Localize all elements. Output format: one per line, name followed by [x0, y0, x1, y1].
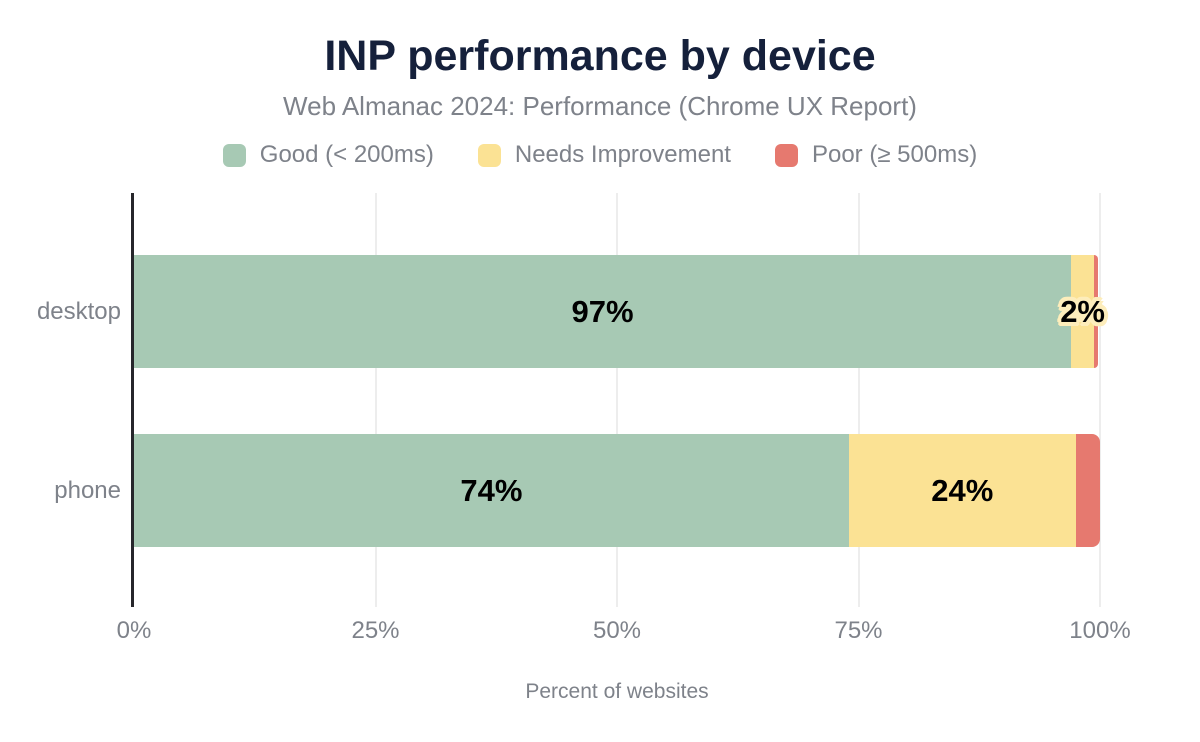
x-tick-label: 0%	[116, 617, 152, 644]
y-axis-line	[131, 193, 134, 607]
bar-row-desktop: 97% 2%	[134, 255, 1105, 368]
x-axis-title: Percent of websites	[525, 680, 709, 703]
page-title: INP performance by device	[324, 32, 876, 80]
y-axis-label: phone	[54, 476, 121, 504]
x-tick-label: 50%	[592, 617, 642, 644]
bar-value-label: 97%	[571, 293, 634, 329]
chart-subtitle: Web Almanac 2024: Performance (Chrome UX…	[283, 91, 917, 121]
bar-segment[interactable]: 74%	[134, 434, 849, 547]
bar-segment[interactable]	[1094, 255, 1099, 368]
x-tick-label: 25%	[351, 617, 400, 644]
gridline	[857, 193, 860, 607]
bar-value-label: 2%	[1060, 293, 1105, 329]
legend-swatch-icon	[222, 143, 246, 167]
bar-segment[interactable]: 24%	[848, 434, 1076, 547]
x-tick-label: 75%	[834, 617, 883, 644]
legend: Good (< 200ms) Needs Improvement Poor (≥ 5…	[0, 141, 1200, 169]
legend-swatch-icon	[477, 143, 501, 167]
legend-label: Needs Improvement	[514, 141, 731, 168]
legend-item[interactable]: Good (< 200ms)	[222, 141, 434, 169]
bar-segment[interactable]	[1075, 434, 1100, 547]
gridline	[616, 193, 618, 607]
x-tick-label: 100%	[1069, 617, 1131, 644]
bar-segment[interactable]: 97%	[134, 255, 1072, 368]
legend-item[interactable]: Needs Improvement	[477, 141, 731, 169]
bar-row-phone: 74% 24%	[134, 434, 1100, 547]
gridline	[374, 193, 377, 607]
bar-value-label: 74%	[460, 472, 523, 508]
legend-label: Good (< 200ms)	[259, 141, 434, 168]
bar-value-label: 24%	[931, 472, 994, 508]
plot-area: 97% 2% 74% 24% 0% 25% 50% 75% 100%	[117, 193, 1131, 644]
bar-segment[interactable]: 2%	[1060, 255, 1105, 368]
legend-label: Poor (≥ 500ms)	[811, 141, 978, 168]
gridline	[1099, 193, 1101, 607]
y-axis-label: desktop	[36, 297, 121, 325]
legend-item[interactable]: Poor (≥ 500ms)	[774, 141, 978, 169]
legend-swatch-icon	[774, 143, 798, 167]
